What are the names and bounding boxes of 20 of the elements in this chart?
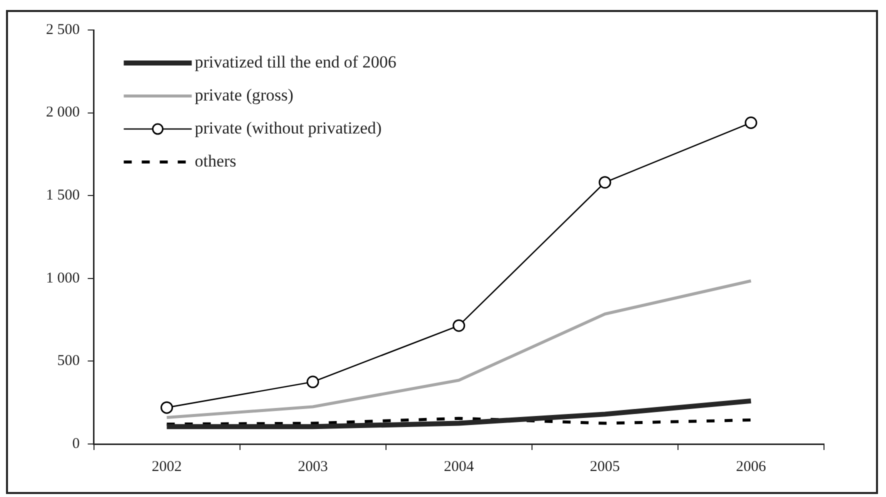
y-tick-label: 500 bbox=[57, 353, 80, 370]
y-tick-label: 2 500 bbox=[46, 22, 80, 38]
legend-label: privatized till the end of 2006 bbox=[194, 52, 396, 72]
x-tick-label: 2005 bbox=[590, 458, 620, 475]
x-tick-label: 2004 bbox=[444, 458, 474, 475]
point bbox=[598, 176, 612, 189]
point bbox=[306, 376, 320, 388]
point bbox=[452, 319, 466, 332]
x-tick-label: 2003 bbox=[298, 458, 328, 475]
y-tick-label: 1 000 bbox=[46, 270, 80, 286]
legend-label: others bbox=[194, 151, 236, 170]
point bbox=[160, 401, 174, 414]
y-tick-label: 1 500 bbox=[46, 188, 80, 204]
y-tick-label: 2 000 bbox=[46, 104, 80, 121]
point bbox=[744, 116, 758, 129]
x-tick-label: 2006 bbox=[736, 458, 766, 475]
legend-label: private (gross) bbox=[194, 85, 294, 104]
x-tick-label: 2002 bbox=[152, 458, 182, 475]
y-tick-label: 0 bbox=[72, 436, 80, 452]
legend-label: private (without privatized) bbox=[194, 118, 382, 138]
